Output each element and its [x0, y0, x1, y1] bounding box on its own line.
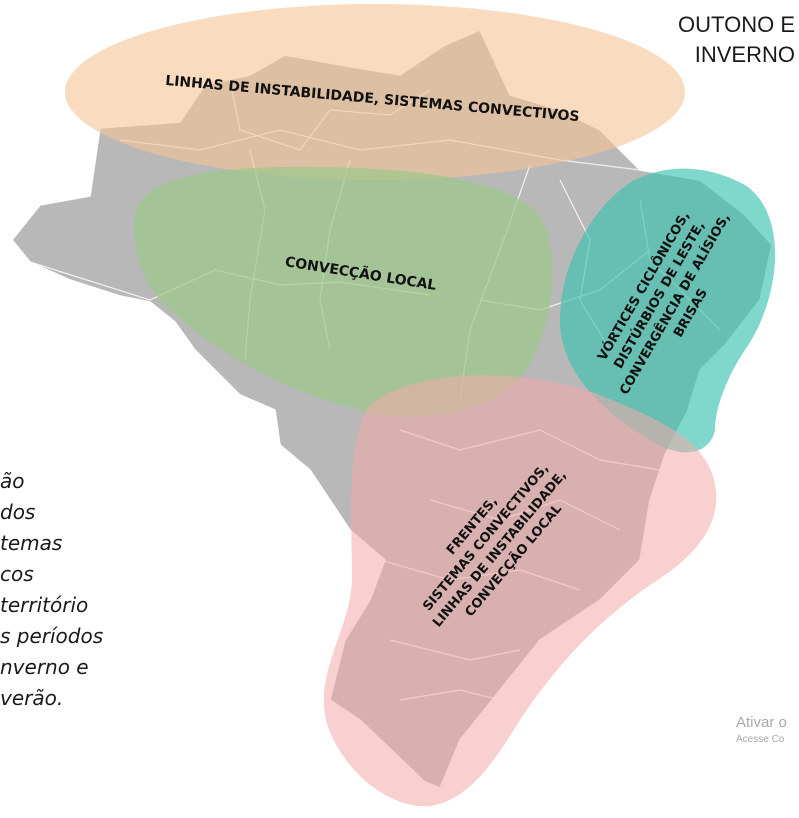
side-caption-line: s períodos	[0, 624, 104, 648]
side-caption-line: território	[0, 593, 89, 617]
side-caption-line: dos	[0, 500, 36, 524]
activation-watermark: Ativar o Acesse Co	[736, 713, 799, 747]
region-north-shape	[65, 4, 685, 180]
side-caption-line: verão.	[0, 686, 64, 710]
watermark-line-2: Acesse Co	[736, 734, 785, 745]
season-title: OUTONO E INVERNO	[625, 10, 795, 70]
region-south-shape	[323, 375, 717, 807]
region-northeast-shape	[560, 168, 776, 453]
region-center: CONVECÇÃO LOCAL	[134, 166, 553, 417]
region-north: LINHAS DE INSTABILIDADE, SISTEMAS CONVEC…	[65, 4, 685, 180]
season-title-line-2: INVERNO	[694, 42, 795, 67]
side-caption-line: cos	[0, 562, 34, 586]
side-caption-line: temas	[0, 531, 63, 555]
season-title-line-1: OUTONO E	[678, 12, 795, 37]
region-south: FRENTES, SISTEMAS CONVECTIVOS, LINHAS DE…	[323, 375, 717, 807]
side-caption: ão dos temas cos território s períodos n…	[0, 466, 150, 714]
side-caption-line: nverno e	[0, 655, 89, 679]
region-center-shape	[134, 166, 553, 417]
watermark-line-1: Ativar o	[736, 714, 787, 731]
region-northeast: VÓRTICES CICLÔNICOS, DISTÚRBIOS DE LESTE…	[560, 168, 776, 453]
side-caption-line: ão	[0, 469, 25, 493]
